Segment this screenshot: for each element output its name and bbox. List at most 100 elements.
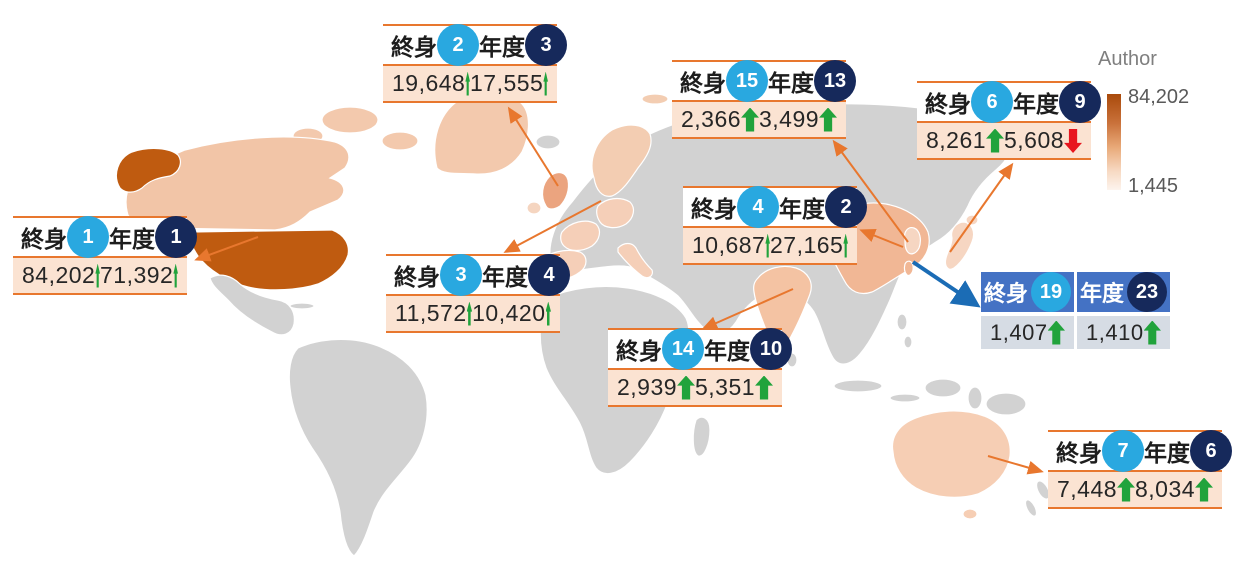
arrow-japan <box>949 162 1014 253</box>
region-sulawesi <box>967 386 983 410</box>
callout-values: 2,939 5,351 <box>608 370 782 407</box>
callout-usa: 終身 1 年度 1 84,202 71,392 <box>13 216 197 295</box>
region-south-america <box>288 338 428 557</box>
region-italy <box>617 242 653 279</box>
lifetime-label: 終身 <box>680 70 726 96</box>
callout-values: 1,407 <box>981 316 1074 349</box>
annual-label: 年度 <box>479 34 525 60</box>
callout-values: 8,261 5,608 <box>917 123 1091 160</box>
lifetime-rank-badge: 7 <box>1102 430 1144 472</box>
lifetime-label: 終身 <box>984 281 1029 306</box>
region-germany <box>596 197 635 229</box>
lifetime-column: 終身 19 1,407 <box>981 272 1074 349</box>
region-java <box>889 393 921 403</box>
region-uk <box>541 171 570 210</box>
trend-up-icon <box>1047 320 1065 345</box>
annual-value: 17,555 <box>470 70 544 96</box>
lifetime-rank-badge: 4 <box>737 186 779 228</box>
lifetime-rank-badge: 2 <box>437 24 479 66</box>
lifetime-rank-badge: 14 <box>662 328 704 370</box>
trend-up-icon <box>819 107 837 132</box>
annual-rank-badge: 2 <box>825 186 867 228</box>
region-taiwan <box>903 260 914 277</box>
region-philippines <box>903 335 913 349</box>
annual-label: 年度 <box>768 70 814 96</box>
callout-india: 終身 14 年度 10 2,939 5,351 <box>608 328 792 407</box>
trend-up-icon <box>1143 320 1161 345</box>
region-japan <box>944 221 975 270</box>
callout-values: 19,648 17,555 <box>383 66 557 103</box>
trend-up-icon <box>465 71 470 96</box>
arrow-uk <box>507 106 559 187</box>
lifetime-value: 8,261 <box>926 127 987 153</box>
annual-rank-badge: 3 <box>525 24 567 66</box>
trend-up-icon <box>466 301 473 326</box>
lifetime-value: 10,687 <box>692 232 766 258</box>
arrow-korea <box>832 139 909 243</box>
region-mexico <box>209 274 295 336</box>
callout-header: 終身 15 年度 13 <box>672 60 856 102</box>
trend-up-icon <box>1117 477 1135 502</box>
annual-rank-badge: 10 <box>750 328 792 370</box>
arrow-usa <box>194 236 259 262</box>
region-new-zealand <box>1024 499 1038 517</box>
lifetime-rank-badge: 1 <box>67 216 109 258</box>
annual-rank-badge: 23 <box>1127 272 1168 312</box>
lifetime-rank-badge: 3 <box>440 254 482 296</box>
trend-up-icon <box>986 128 1004 153</box>
lifetime-value: 2,939 <box>617 374 678 400</box>
region-new-guinea <box>985 392 1027 416</box>
lifetime-label: 終身 <box>925 91 971 117</box>
annual-label: 年度 <box>482 264 528 290</box>
callout-header: 終身 19 <box>981 272 1074 312</box>
region-cuba <box>289 302 315 310</box>
annual-value: 5,608 <box>1004 127 1065 153</box>
trend-up-icon <box>543 71 548 96</box>
annual-value: 27,165 <box>770 232 844 258</box>
trend-up-icon <box>545 301 551 326</box>
region-borneo <box>924 378 962 398</box>
callout-header: 終身 2 年度 3 <box>383 24 567 66</box>
annual-rank-badge: 9 <box>1059 81 1101 123</box>
lifetime-value: 2,366 <box>681 106 742 132</box>
annual-label: 年度 <box>1144 440 1190 466</box>
annual-rank-badge: 4 <box>528 254 570 296</box>
lifetime-value: 11,572 <box>395 300 467 326</box>
region-new-zealand <box>1035 480 1051 500</box>
trend-up-icon <box>95 263 100 288</box>
lifetime-rank-badge: 19 <box>1031 272 1072 312</box>
legend-max-label: 84,202 <box>1128 86 1190 108</box>
annual-rank-badge: 13 <box>814 60 856 102</box>
lifetime-value: 1,407 <box>990 319 1048 345</box>
annual-label: 年度 <box>779 196 825 222</box>
region-madagascar <box>692 416 711 457</box>
legend-min-label: 1,445 <box>1128 175 1179 197</box>
callout-values: 84,202 71,392 <box>13 258 187 295</box>
annual-value: 71,392 <box>100 262 174 288</box>
trend-up-icon <box>843 233 848 258</box>
lifetime-value: 7,448 <box>1057 476 1118 502</box>
region-tasmania <box>962 508 978 520</box>
trend-up-icon <box>765 233 770 258</box>
annual-rank-badge: 6 <box>1190 430 1232 472</box>
region-philippines <box>896 313 908 331</box>
callout-japan: 終身 6 年度 9 8,261 5,608 <box>917 81 1101 160</box>
legend-body: 84,202 1,445 <box>1107 86 1189 198</box>
callout-header: 終身 3 年度 4 <box>386 254 570 296</box>
color-legend: Author 84,202 1,445 <box>1098 48 1189 198</box>
callout-values: 11,572 10,420 <box>386 296 560 333</box>
annual-value: 5,351 <box>695 374 756 400</box>
lifetime-rank-badge: 6 <box>971 81 1013 123</box>
lifetime-label: 終身 <box>394 264 440 290</box>
lifetime-label: 終身 <box>21 226 67 252</box>
arrow-india <box>701 288 794 330</box>
region-sumatra <box>833 379 883 393</box>
annual-label: 年度 <box>704 338 750 364</box>
legend-gradient-bar <box>1107 94 1121 190</box>
arrow-taiwan <box>911 260 981 308</box>
annual-value: 8,034 <box>1135 476 1196 502</box>
callout-values: 2,366 3,499 <box>672 102 846 139</box>
arrow-europe <box>503 200 602 253</box>
